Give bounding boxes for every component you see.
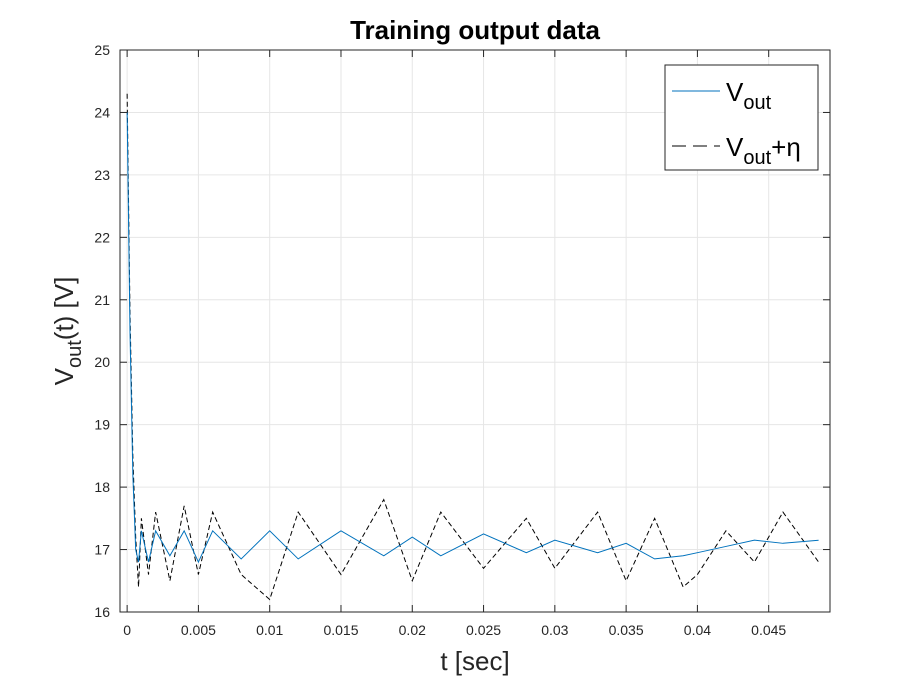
- legend: Vout Vout+η: [664, 64, 819, 171]
- x-tick-label: 0.025: [466, 622, 501, 638]
- legend-vout-sub: out: [743, 92, 771, 114]
- x-tick-label: 0.035: [609, 622, 644, 638]
- x-tick-label: 0.03: [541, 622, 568, 638]
- y-tick-label: 23: [94, 167, 110, 183]
- x-tick-label: 0.015: [323, 622, 358, 638]
- y-tick-label: 20: [94, 354, 110, 370]
- legend-box: [664, 64, 819, 171]
- y-axis-label: Vout(t) [V]: [49, 277, 86, 386]
- axis-ticks: 0 0.005 0.01 0.015 0.02 0.025 0.03 0.035 0.04 0.0…: [94, 42, 830, 638]
- y-tick-label: 25: [94, 42, 110, 58]
- x-tick-label: 0.01: [256, 622, 283, 638]
- series-line-vout: [126, 112, 819, 564]
- y-axis-label-rest: (t) [V]: [49, 277, 79, 341]
- y-tick-label: 17: [94, 542, 110, 558]
- y-tick-label: 18: [94, 479, 110, 495]
- y-tick-label: 16: [94, 604, 110, 620]
- y-axis-label-sub: out: [64, 340, 86, 368]
- x-axis-label: t [sec]: [440, 646, 509, 676]
- x-tick-label: 0.02: [399, 622, 426, 638]
- x-tick-label: 0.04: [684, 622, 711, 638]
- y-tick-label: 22: [94, 229, 110, 245]
- chart-title: Training output data: [350, 15, 600, 45]
- x-tick-label: 0.045: [751, 622, 786, 638]
- series-line-vout-noise: [126, 93, 819, 601]
- y-tick-label: 24: [94, 104, 110, 120]
- legend-entry-vout: Vout: [726, 77, 772, 114]
- series-layer: [126, 93, 819, 601]
- y-axis-label-base: V: [49, 367, 79, 385]
- legend-vout-base: V: [726, 77, 744, 107]
- y-tick-label: 19: [94, 417, 110, 433]
- x-tick-label: 0.005: [181, 622, 216, 638]
- legend-vout-noise-sub: out: [743, 147, 771, 169]
- plot-frame: [119, 49, 831, 613]
- legend-entry-vout-noise: Vout+η: [726, 132, 801, 169]
- legend-vout-noise-base: V: [726, 132, 744, 162]
- legend-vout-noise-rest: +η: [771, 132, 801, 162]
- y-tick-label: 21: [94, 292, 110, 308]
- x-tick-label: 0: [123, 622, 131, 638]
